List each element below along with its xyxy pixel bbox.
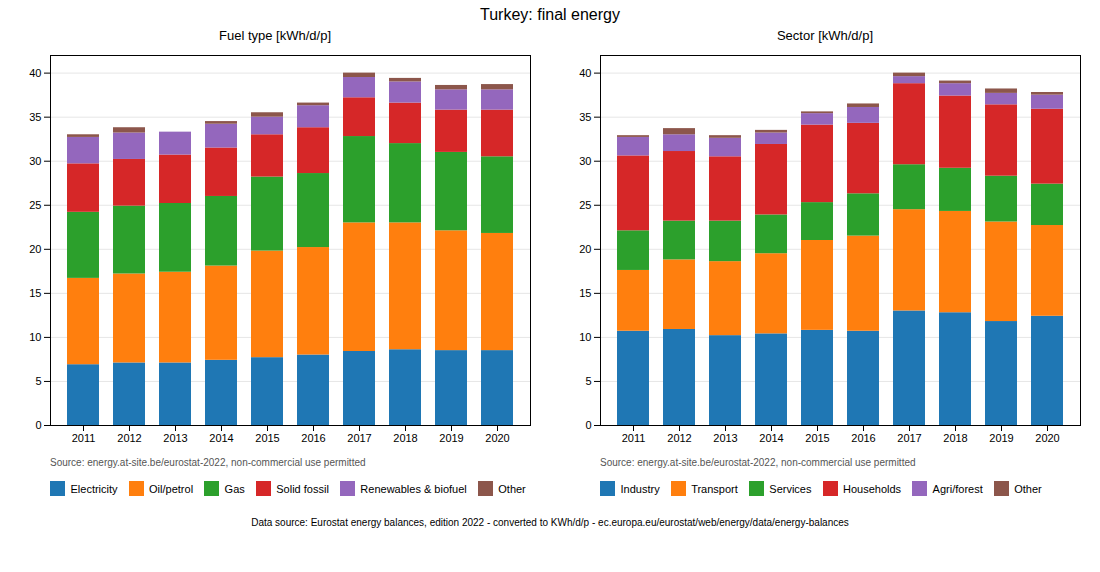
svg-text:35: 35 [29,111,41,123]
svg-text:2020: 2020 [485,432,509,444]
svg-text:20: 20 [29,243,41,255]
svg-text:0: 0 [585,419,591,431]
svg-text:25: 25 [579,199,591,211]
svg-text:40: 40 [579,67,591,79]
html-text:Agri/forest: Agri/forest [932,482,983,495]
svg-text:25: 25 [29,199,41,211]
svg-text:2015: 2015 [805,432,829,444]
html-text:Sector [kWh/d/p]: Sector [kWh/d/p] [777,28,873,43]
svg-text:2012: 2012 [667,432,691,444]
svg-text:2015: 2015 [255,432,279,444]
html-text:Industry: Industry [620,482,660,495]
svg-text:2014: 2014 [209,432,233,444]
html-text:Gas: Gas [224,482,245,495]
svg-text:35: 35 [579,111,591,123]
svg-text:30: 30 [29,155,41,167]
svg-text:2018: 2018 [943,432,967,444]
svg-text:10: 10 [579,331,591,343]
svg-text:15: 15 [579,287,591,299]
svg-text:5: 5 [585,375,591,387]
html-text:Other: Other [498,482,526,495]
svg-text:2018: 2018 [393,432,417,444]
html-text:Transport: Transport [691,482,738,495]
svg-text:2013: 2013 [163,432,187,444]
html-text:Source: energy.at-site.be/euro: Source: energy.at-site.be/eurostat-2022,… [600,457,916,468]
svg-text:2019: 2019 [439,432,463,444]
svg-text:40: 40 [29,67,41,79]
svg-text:2016: 2016 [301,432,325,444]
svg-text:5: 5 [35,375,41,387]
svg-text:20: 20 [579,243,591,255]
html-text:Solid fossil: Solid fossil [276,482,329,495]
html-text:Source: energy.at-site.be/euro: Source: energy.at-site.be/eurostat-2022,… [50,457,366,468]
svg-text:2011: 2011 [72,432,96,444]
html-text:Renewables & biofuel: Renewables & biofuel [360,482,467,495]
html-text:Fuel type [kWh/d/p]: Fuel type [kWh/d/p] [219,28,331,43]
svg-text:10: 10 [29,331,41,343]
svg-text:2017: 2017 [897,432,921,444]
html-text:Households: Households [843,482,902,495]
svg-text:2017: 2017 [347,432,371,444]
svg-text:2020: 2020 [1035,432,1059,444]
html-text:Electricity: Electricity [70,482,118,495]
svg-text:2016: 2016 [851,432,875,444]
html-text:Other: Other [1014,482,1042,495]
svg-text:15: 15 [29,287,41,299]
html-text:Services: Services [769,482,812,495]
html-text:Oil/petrol: Oil/petrol [149,482,194,495]
svg-text:2014: 2014 [759,432,783,444]
svg-text:2011: 2011 [622,432,646,444]
svg-text:2012: 2012 [117,432,141,444]
html-text:Turkey: final energy: Turkey: final energy [480,6,620,23]
svg-text:30: 30 [579,155,591,167]
html-text:Data source: Eurostat energy b: Data source: Eurostat energy balances, e… [251,516,849,528]
svg-text:2019: 2019 [989,432,1013,444]
svg-text:2013: 2013 [713,432,737,444]
svg-text:0: 0 [35,419,41,431]
